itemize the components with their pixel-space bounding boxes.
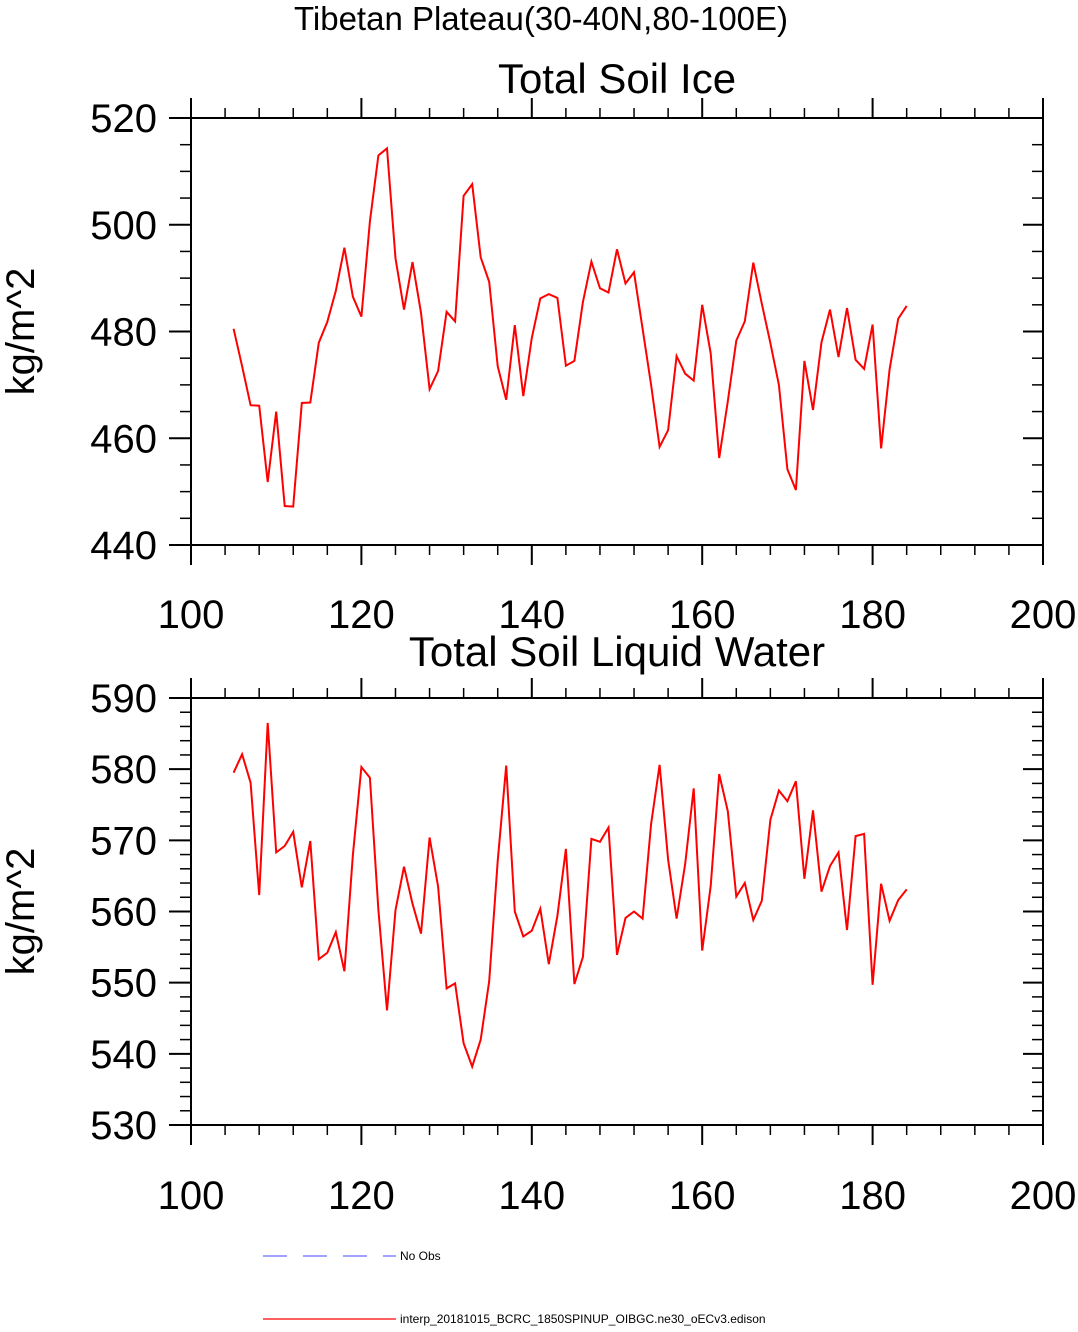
y-tick-label: 560 (90, 891, 157, 935)
x-tick-label: 180 (839, 1174, 906, 1218)
y-tick-label: 500 (90, 204, 157, 248)
x-tick-label: 120 (328, 593, 395, 637)
legend: No Obs interp_20181015_BCRC_1850SPINUP_OI… (263, 1249, 766, 1326)
x-tick-label: 160 (669, 593, 736, 637)
panel-2: Total Soil Liquid Water 100 120 140 160 180 20… (0, 628, 1076, 1218)
x-tick-label: 140 (498, 593, 565, 637)
x-tick-label: 160 (669, 1174, 736, 1218)
x-tick-label: 200 (1010, 1174, 1077, 1218)
y-tick-label: 550 (90, 962, 157, 1006)
plot-frame (190, 697, 1044, 1126)
legend-label: No Obs (400, 1249, 441, 1263)
legend-label: interp_20181015_BCRC_1850SPINUP_OIBGC.ne… (400, 1312, 766, 1326)
y-tick-label: 480 (90, 311, 157, 355)
y-tick-label: 540 (90, 1033, 157, 1077)
panel-1: Total Soil Ice 100 120 140 160 180 200 440 460 48… (0, 55, 1076, 637)
series-line (232, 722, 908, 1070)
x-tick-label: 100 (158, 593, 225, 637)
series-line (232, 146, 908, 508)
y-tick-label: 570 (90, 819, 157, 863)
x-tick-label: 100 (158, 1174, 225, 1218)
y-tick-label: 530 (90, 1104, 157, 1148)
plot-frame (190, 117, 1044, 546)
y-axis-label: kg/m^2 (0, 268, 43, 396)
x-tick-label: 200 (1010, 593, 1077, 637)
panel-title: Total Soil Ice (498, 55, 736, 102)
x-tick-label: 140 (498, 1174, 565, 1218)
y-tick-label: 440 (90, 524, 157, 568)
y-tick-label: 460 (90, 417, 157, 461)
x-tick-label: 120 (328, 1174, 395, 1218)
y-axis-label: kg/m^2 (0, 848, 43, 976)
figure-title: Tibetan Plateau(30-40N,80-100E) (294, 0, 788, 37)
y-tick-label: 520 (90, 97, 157, 141)
y-tick-label: 580 (90, 748, 157, 792)
y-tick-label: 590 (90, 677, 157, 721)
x-tick-label: 180 (839, 593, 906, 637)
panel-title: Total Soil Liquid Water (409, 628, 825, 675)
